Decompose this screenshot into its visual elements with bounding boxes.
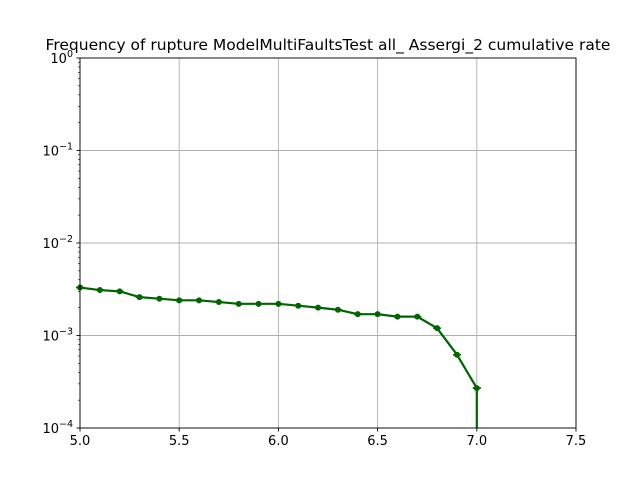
y-tick-label: 10−1: [42, 142, 73, 160]
y-tick-label: 10−2: [42, 234, 73, 252]
x-tick-label: 7.5: [566, 434, 587, 449]
grid-lines: [79, 57, 577, 429]
chart-title: Frequency of rupture ModelMultiFaultsTes…: [46, 36, 611, 55]
y-tick-label: 10−4: [42, 419, 73, 437]
y-tick-label: 10−3: [42, 327, 73, 345]
x-tick-label: 6.0: [268, 434, 289, 449]
series-group: [76, 284, 481, 428]
x-tick-label: 6.5: [367, 434, 388, 449]
x-tick-label: 5.5: [169, 434, 190, 449]
x-tick-label: 5.0: [70, 434, 91, 449]
y-axis-ticks: 10−4 10−3 10−2 10−1 100: [42, 49, 80, 437]
y-tick-label: 100: [50, 49, 73, 67]
x-tick-label: 7.0: [466, 434, 487, 449]
x-axis-ticks: 5.0 5.5 6.0 6.5 7.0 7.5: [70, 428, 587, 449]
